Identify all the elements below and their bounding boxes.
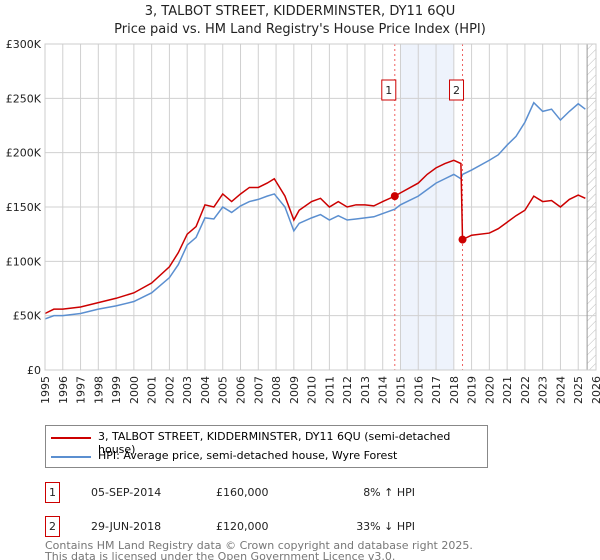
marker-label: 1 (385, 84, 392, 97)
marker-badge: 1 (45, 482, 60, 503)
x-tick-label: 2009 (288, 376, 301, 404)
table-row: 1 05-SEP-2014 £160,000 8% ↑ HPI (45, 482, 445, 503)
y-tick-label: £300K (6, 38, 42, 51)
legend-property: 3, TALBOT STREET, KIDDERMINSTER, DY11 6Q… (98, 430, 451, 456)
x-tick-label: 2002 (163, 376, 176, 404)
x-tick-label: 2023 (537, 376, 550, 404)
x-tick-label: 2012 (341, 376, 354, 404)
y-tick-label: £150K (6, 201, 42, 214)
x-tick-label: 2026 (590, 376, 600, 404)
x-tick-label: 2025 (572, 376, 585, 404)
y-tick-label: £0 (27, 364, 41, 377)
x-tick-label: 2004 (199, 376, 212, 404)
plot-border (44, 43, 597, 371)
x-tick-label: 2010 (306, 376, 319, 404)
table-row: 2 29-JUN-2018 £120,000 33% ↓ HPI (45, 516, 445, 537)
x-tick-label: 2020 (483, 376, 496, 404)
x-tick-label: 2001 (146, 376, 159, 404)
marker-label: 2 (453, 84, 460, 97)
x-tick-label: 2017 (430, 376, 443, 404)
x-tick-label: 2006 (235, 376, 248, 404)
series-line (44, 159, 586, 315)
x-tick-label: 2008 (270, 376, 283, 404)
price-chart: 1995 1996 1997 1998 1999 2000 2001 2002 2003 2004… (6, 38, 600, 404)
marker-box (449, 79, 465, 101)
x-tick-label: 2015 (394, 376, 407, 404)
x-tick-label: 2016 (412, 376, 425, 404)
chart-title: 3, TALBOT STREET, KIDDERMINSTER, DY11 6Q… (144, 4, 456, 19)
x-tick-label: 2014 (377, 376, 390, 404)
hpi-diff: 8% ↑ HPI (363, 486, 415, 499)
series-line (44, 101, 586, 320)
sale-point (390, 192, 399, 201)
legend-blue-line (51, 456, 91, 458)
sale-price: £120,000 (216, 520, 269, 533)
hpi-diff: 33% ↓ HPI (356, 520, 415, 533)
sale-point (458, 235, 467, 244)
x-tick-label: 2019 (466, 376, 479, 404)
y-tick-label: £100K (6, 255, 42, 268)
legend-red-line (51, 437, 91, 439)
y-tick-label: £250K (6, 92, 42, 105)
x-tick-label: 2024 (554, 376, 567, 404)
x-tick-label: 2013 (359, 376, 372, 404)
x-tick-label: 2007 (252, 376, 265, 404)
x-tick-label: 2003 (181, 376, 194, 404)
x-tick-label: 2011 (323, 376, 336, 404)
footer-copyright: Contains HM Land Registry data © Crown c… (45, 539, 473, 552)
x-tick-label: 1999 (110, 376, 123, 404)
x-tick-label: 2018 (448, 376, 461, 404)
footer-licence: This data is licensed under the Open Gov… (45, 550, 396, 560)
x-tick-label: 1996 (57, 376, 70, 404)
sale-date: 29-JUN-2018 (91, 520, 162, 533)
x-tick-label: 1995 (39, 376, 52, 404)
legend: 3, TALBOT STREET, KIDDERMINSTER, DY11 6Q… (45, 425, 488, 468)
x-tick-label: 2005 (217, 376, 230, 404)
sale-price: £160,000 (216, 486, 269, 499)
x-tick-label: 2022 (519, 376, 532, 404)
x-tick-label: 1997 (75, 376, 88, 404)
marker-badge: 2 (45, 516, 60, 537)
x-tick-label: 2000 (128, 376, 141, 404)
marker-box (381, 79, 397, 101)
legend-hpi: HPI: Average price, semi-detached house,… (98, 449, 398, 462)
x-tick-label: 1998 (92, 376, 105, 404)
y-tick-label: £200K (6, 147, 42, 160)
x-tick-label: 2021 (501, 376, 514, 404)
chart-subtitle: Price paid vs. HM Land Registry's House … (114, 22, 486, 37)
y-tick-label: £50K (13, 310, 42, 323)
sale-date: 05-SEP-2014 (91, 486, 162, 499)
